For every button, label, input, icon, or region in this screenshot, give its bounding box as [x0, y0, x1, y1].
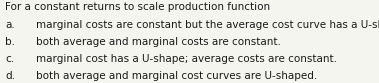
Text: marginal cost has a U-shape; average costs are constant.: marginal cost has a U-shape; average cos… — [36, 54, 337, 63]
Text: both average and marginal costs are constant.: both average and marginal costs are cons… — [36, 37, 281, 46]
Text: For a constant returns to scale production function: For a constant returns to scale producti… — [5, 2, 270, 12]
Text: d.: d. — [5, 71, 15, 81]
Text: both average and marginal cost curves are U-shaped.: both average and marginal cost curves ar… — [36, 71, 317, 81]
Text: b.: b. — [5, 37, 15, 46]
Text: a.: a. — [5, 20, 15, 29]
Text: marginal costs are constant but the average cost curve has a U-shape.: marginal costs are constant but the aver… — [36, 20, 379, 29]
Text: c.: c. — [5, 54, 14, 63]
